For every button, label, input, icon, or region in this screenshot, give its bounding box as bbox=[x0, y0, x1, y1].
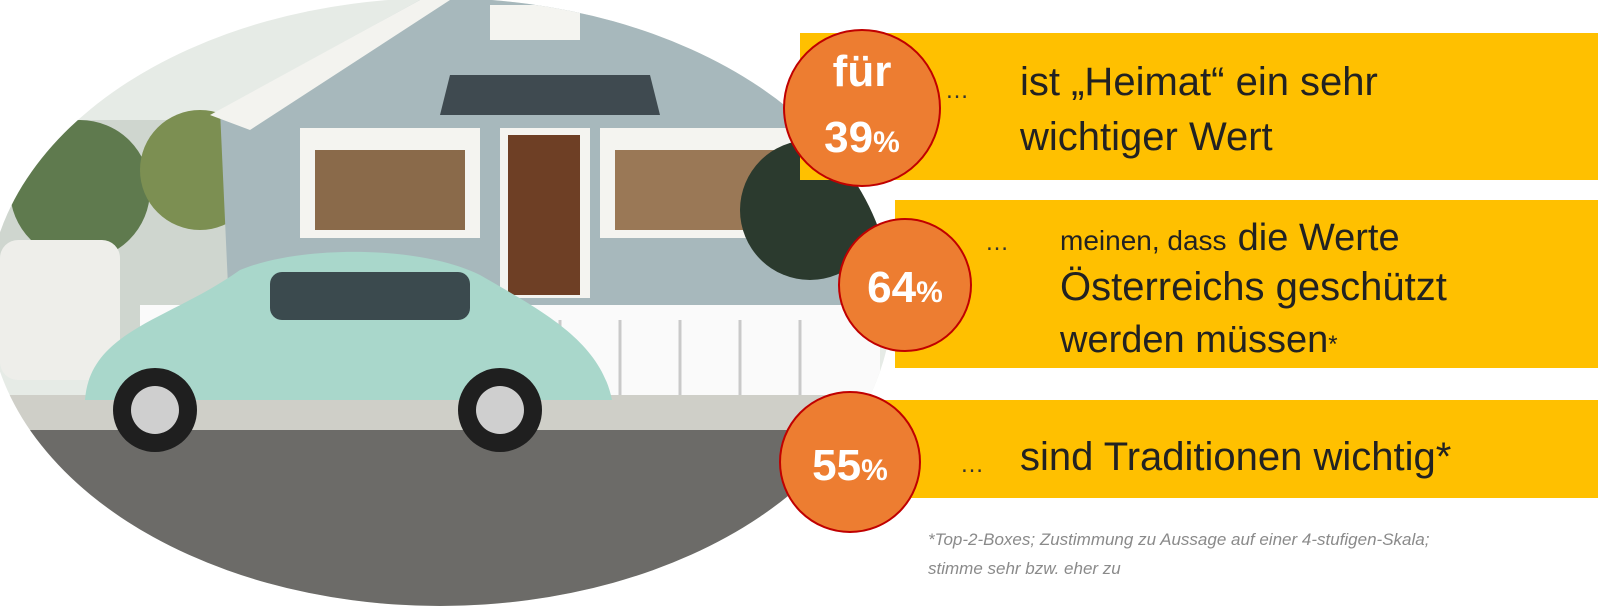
ellipsis: … bbox=[960, 451, 984, 478]
photo bbox=[0, 0, 900, 608]
stat-unit: % bbox=[916, 276, 943, 309]
statement-line: wichtiger Wert bbox=[1019, 115, 1273, 159]
statement-part: werden müssen bbox=[1059, 319, 1328, 361]
statement-line: ist „Heimat“ ein sehr bbox=[1020, 60, 1378, 104]
statement-part: * bbox=[1328, 331, 1337, 358]
stat-unit: % bbox=[873, 126, 900, 159]
statement-part: meinen, dass bbox=[1060, 225, 1227, 256]
statement-line: sind Traditionen wichtig* bbox=[1020, 435, 1451, 479]
infographic: für 39% 64% 55% … ist „Heimat“ ein sehr … bbox=[0, 0, 1598, 608]
ellipsis: … bbox=[985, 229, 1009, 256]
statement-line: werden müssen* bbox=[1059, 319, 1338, 361]
stat-value: 64 bbox=[867, 263, 916, 312]
footnote: stimme sehr bzw. eher zu bbox=[928, 559, 1121, 578]
statement-line: Österreichs geschützt bbox=[1060, 265, 1447, 309]
footnote: *Top-2-Boxes; Zustimmung zu Aussage auf … bbox=[928, 530, 1430, 549]
stat-value: 55 bbox=[812, 441, 861, 490]
page: für 39% 64% 55% … ist „Heimat“ ein sehr … bbox=[0, 0, 1598, 608]
prefix: für bbox=[833, 47, 892, 96]
stat-value: 39 bbox=[824, 113, 873, 162]
statement-part: die Werte bbox=[1238, 217, 1400, 259]
stat-unit: % bbox=[861, 454, 888, 487]
ellipsis: … bbox=[945, 77, 969, 104]
